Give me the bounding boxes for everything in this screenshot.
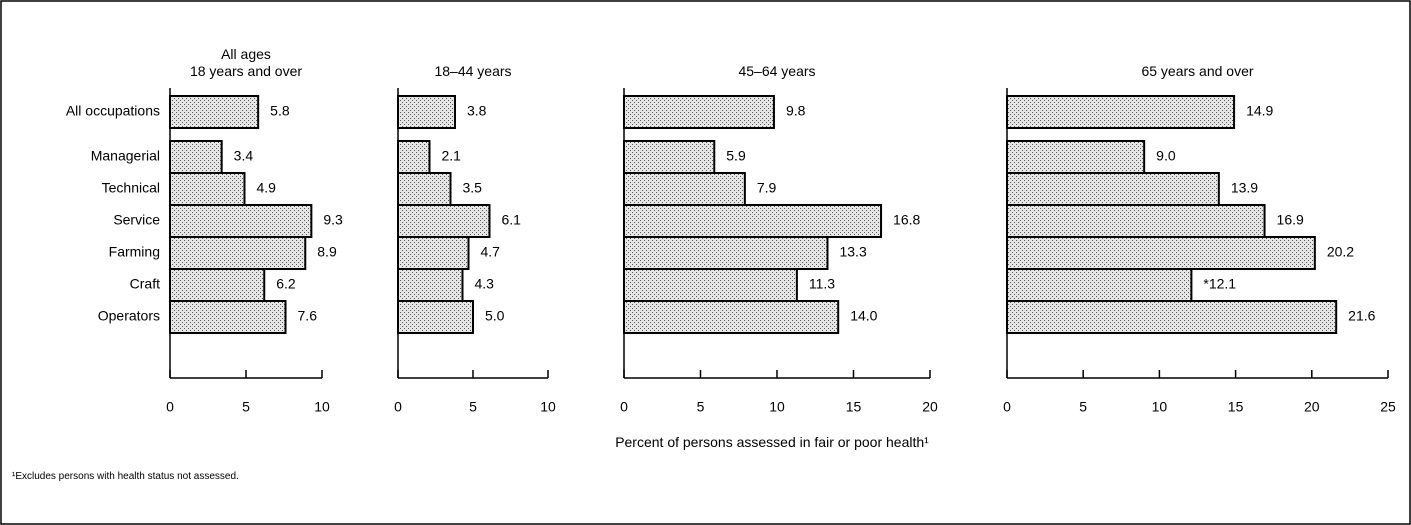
bar xyxy=(623,172,746,206)
value-label: 6.2 xyxy=(276,276,296,292)
value-label: 3.8 xyxy=(467,103,487,119)
value-label: 2.1 xyxy=(442,148,462,164)
footnote: ¹Excludes persons with health status not… xyxy=(12,471,239,482)
bar xyxy=(397,95,456,129)
x-tick-label: 10 xyxy=(769,399,785,415)
bar xyxy=(169,204,313,238)
x-tick-label: 25 xyxy=(1380,399,1396,415)
value-label: 16.9 xyxy=(1277,212,1304,228)
value-label: 13.9 xyxy=(1231,180,1258,196)
value-label: *12.1 xyxy=(1203,276,1236,292)
x-tick-label: 5 xyxy=(469,399,477,415)
bar xyxy=(623,300,840,334)
x-tick-label: 20 xyxy=(1304,399,1320,415)
value-label: 14.0 xyxy=(850,308,877,324)
value-label: 13.3 xyxy=(839,244,866,260)
category-label: Operators xyxy=(98,308,160,324)
bar xyxy=(397,172,452,206)
panel-title: All ages 18 years and over xyxy=(189,46,303,79)
bar xyxy=(397,204,491,238)
category-label: Craft xyxy=(130,276,160,292)
value-label: 3.4 xyxy=(234,148,254,164)
x-tick-label: 5 xyxy=(1079,399,1087,415)
bar xyxy=(1006,172,1220,206)
x-tick-label: 10 xyxy=(540,399,556,415)
x-tick-label: 15 xyxy=(1228,399,1244,415)
category-label: Managerial xyxy=(91,148,160,164)
bar xyxy=(169,95,260,129)
bar xyxy=(1006,268,1193,302)
value-label: 14.9 xyxy=(1246,103,1273,119)
bar xyxy=(169,300,287,334)
x-tick-label: 10 xyxy=(314,399,330,415)
bar xyxy=(623,204,883,238)
x-axis-label: Percent of persons assessed in fair or p… xyxy=(615,434,929,450)
bar xyxy=(1006,236,1316,270)
value-label: 5.0 xyxy=(485,308,505,324)
x-tick-label: 0 xyxy=(620,399,628,415)
x-tick-label: 0 xyxy=(166,399,174,415)
bar xyxy=(169,140,223,174)
value-label: 7.9 xyxy=(757,180,777,196)
bar xyxy=(1006,300,1338,334)
value-label: 9.0 xyxy=(1156,148,1176,164)
bar xyxy=(397,140,431,174)
bar xyxy=(397,236,470,270)
value-label: 3.5 xyxy=(463,180,483,196)
value-label: 4.7 xyxy=(481,244,501,260)
value-label: 9.3 xyxy=(323,212,343,228)
bar xyxy=(1006,204,1266,238)
bar xyxy=(169,268,266,302)
x-tick-label: 5 xyxy=(697,399,705,415)
x-tick-label: 20 xyxy=(922,399,938,415)
panel-title: 45–64 years xyxy=(738,63,816,79)
value-label: 4.3 xyxy=(475,276,495,292)
panel-title: 65 years and over xyxy=(1141,63,1254,79)
value-label: 8.9 xyxy=(317,244,337,260)
x-tick-label: 0 xyxy=(394,399,402,415)
category-label: Service xyxy=(113,212,160,228)
value-label: 21.6 xyxy=(1348,308,1375,324)
value-label: 11.3 xyxy=(809,276,835,292)
bar xyxy=(397,300,474,334)
bar xyxy=(1006,140,1146,174)
bar xyxy=(623,236,829,270)
x-tick-label: 10 xyxy=(1152,399,1168,415)
value-label: 4.9 xyxy=(256,180,276,196)
value-label: 20.2 xyxy=(1327,244,1354,260)
bar xyxy=(169,236,307,270)
value-label: 9.8 xyxy=(786,103,806,119)
category-label: Technical xyxy=(102,180,160,196)
category-label: All occupations xyxy=(66,103,160,119)
value-label: 5.8 xyxy=(270,103,290,119)
bar xyxy=(623,95,775,129)
value-label: 6.1 xyxy=(502,212,522,228)
category-label: Farming xyxy=(109,244,160,260)
x-tick-label: 15 xyxy=(846,399,862,415)
bar xyxy=(1006,95,1236,129)
bar xyxy=(623,140,716,174)
x-tick-label: 5 xyxy=(242,399,250,415)
bar xyxy=(169,172,246,206)
x-tick-label: 0 xyxy=(1003,399,1011,415)
value-label: 16.8 xyxy=(893,212,920,228)
bar xyxy=(623,268,798,302)
bar xyxy=(397,268,464,302)
value-label: 5.9 xyxy=(726,148,746,164)
value-label: 7.6 xyxy=(298,308,318,324)
panel-title: 18–44 years xyxy=(434,63,512,79)
